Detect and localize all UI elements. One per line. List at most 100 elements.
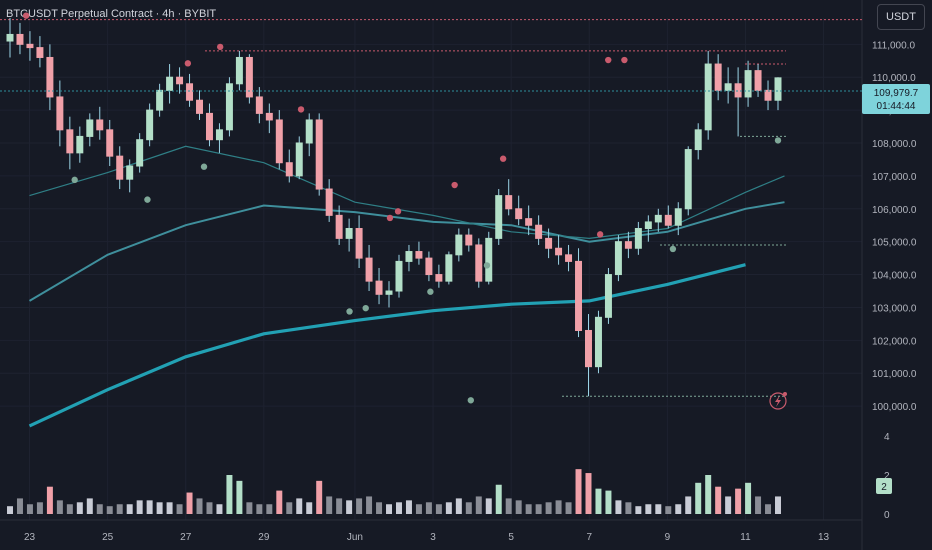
candle-body [255,96,263,114]
time-tick-label: Jun [347,532,363,543]
candle-body [16,33,24,45]
volume-bar [196,498,203,514]
volume-bar [66,504,73,514]
volume-bar [56,500,63,514]
candle-body [66,129,74,154]
volume-bar [206,502,213,514]
candle-body [575,260,583,331]
price-tick-label: 108,000.0 [872,139,917,150]
candle-body [335,214,343,239]
candle-body [375,280,383,295]
volume-bar [465,502,472,514]
candle-body [205,112,213,141]
candle-body [435,274,443,282]
candle-body [385,290,393,295]
swing-high-marker [596,231,604,238]
volume-tag-value: 2 [881,482,887,493]
volume-bar [645,504,652,514]
volume-bar [136,500,143,514]
candle-body [86,119,94,137]
volume-bar [86,498,93,514]
candle-body [505,195,513,210]
volume-bar [356,498,363,514]
candle-body [186,83,194,101]
volume-bar [575,469,582,514]
candle-body [734,83,742,98]
candle-body [325,188,333,216]
candle-body [126,165,134,180]
volume-bar [455,498,462,514]
volume-bar [515,500,522,514]
volume-bar [296,498,303,514]
swing-high-marker [216,43,224,51]
candle-body [754,70,762,91]
candle-body [295,142,303,177]
volume-bar [755,496,762,514]
candle-body [485,237,493,282]
volume-bar [675,504,682,514]
candle-body [136,139,144,167]
volume-bar [46,486,53,514]
swing-low-marker [427,288,434,295]
price-tick-label: 101,000.0 [872,369,917,380]
volume-bar [376,502,383,514]
candle-body [315,119,323,190]
volume-bar [306,502,313,514]
price-tick-label: 105,000.0 [872,238,917,249]
last-price-value: 109,979.7 [874,88,919,99]
volume-tick-label: 2 [884,471,890,482]
candle-body [395,260,403,292]
volume-bar [346,500,353,514]
swing-markers [22,12,782,404]
price-tick-label: 111,000.0 [872,40,915,51]
moving-average-line [28,263,746,428]
candle-body [46,56,54,98]
time-tick-label: 25 [102,532,114,543]
candle-body [604,274,612,318]
swing-high-marker [451,181,458,189]
candle-body [525,218,533,226]
volume-bar [326,496,333,514]
time-tick-label: 27 [180,532,192,543]
swing-low-marker [200,163,208,170]
volume-bar [585,473,592,514]
last-price-tag: 109,979.7 01:44:44 [862,84,930,114]
volume-tick-label: 0 [884,510,890,521]
candle-body [585,329,592,368]
time-tick-label: 29 [258,532,270,543]
volume-bar [725,496,732,514]
candle-body [624,241,632,249]
volume-bar [286,502,293,514]
candle-body [764,89,772,101]
volume-bar [26,504,33,514]
volume-bar [445,502,452,514]
price-tick-label: 104,000.0 [872,271,917,282]
volume-bar [415,504,422,514]
lightning-icon[interactable] [769,392,787,410]
volume-bar [635,506,642,514]
candle-countdown: 01:44:44 [877,101,916,112]
volume-bar [386,504,393,514]
time-tick-label: 3 [430,532,436,543]
swing-high-marker [605,56,612,64]
moving-average-line [28,201,785,302]
moving-averages [28,145,785,428]
volume-bar [475,496,482,514]
candle-body [545,237,553,249]
candle-body [654,214,662,223]
volume-bar [76,502,83,514]
candle-body [425,257,433,276]
candle-body [684,149,692,210]
currency-button[interactable]: USDT [877,4,925,30]
volume-bar [256,504,263,514]
candle-body [76,135,84,154]
candle-body [594,316,602,368]
chart-title: BTCUSDT Perpetual Contract · 4h · BYBIT [6,8,217,20]
volume-bar [36,502,43,514]
candle-body [26,43,34,49]
candle-body [445,254,453,282]
price-tick-label: 102,000.0 [872,336,917,347]
volume-bar [765,504,772,514]
swing-low-marker [362,304,369,312]
